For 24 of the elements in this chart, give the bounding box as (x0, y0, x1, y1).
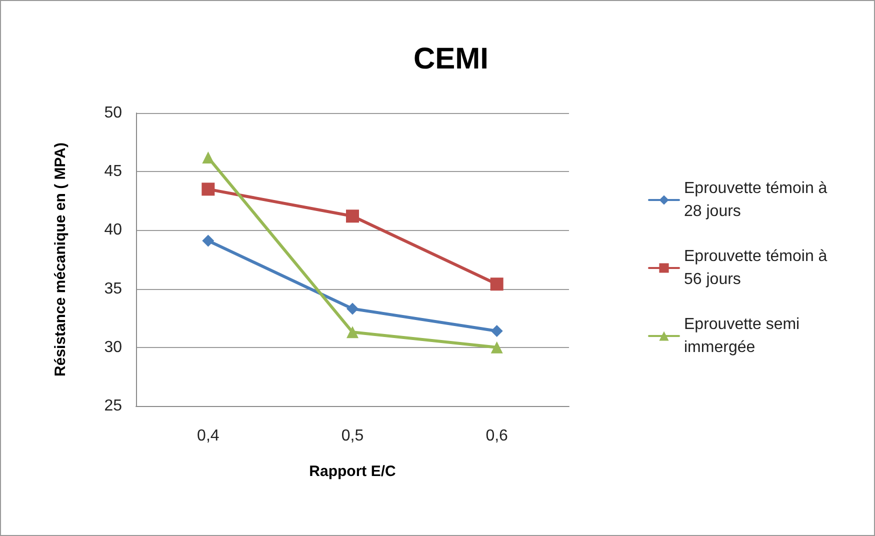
point (346, 302, 358, 315)
point (202, 152, 214, 164)
point (490, 278, 504, 291)
x-tick-label: 0,5 (341, 428, 364, 444)
x-tick-label: 0,4 (197, 428, 220, 444)
point (346, 210, 359, 223)
legend-label: Eprouvette témoin à 28 jours (684, 180, 832, 220)
y-tick-label: 45 (104, 163, 122, 180)
point (202, 234, 214, 247)
y-tick-label: 40 (104, 222, 122, 239)
y-axis-title: Résistance mécanique en ( MPA) (52, 142, 69, 376)
chart-title: CEMI (414, 42, 488, 76)
point (490, 324, 503, 337)
point (346, 326, 358, 338)
legend-label: Eprouvette semi immergée (684, 316, 804, 356)
y-tick-label: 30 (104, 338, 122, 356)
y-tick-label: 50 (104, 104, 122, 122)
y-tick-label: 35 (104, 280, 122, 298)
x-axis-title: Rapport E/C (309, 463, 396, 480)
point (490, 341, 503, 354)
point (202, 182, 215, 196)
y-tick-label: 25 (104, 398, 122, 414)
x-tick-label: 0,6 (486, 428, 508, 444)
legend-label: Eprouvette témoin à 56 jours (684, 248, 832, 288)
